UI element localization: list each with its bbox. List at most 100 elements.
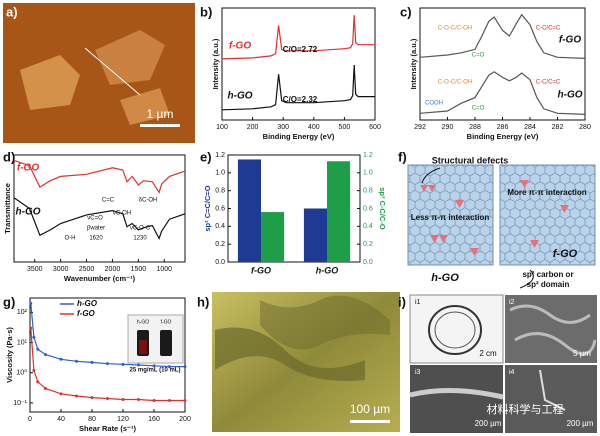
series-label: h-GO xyxy=(228,91,253,102)
marker xyxy=(44,353,47,357)
x-tick-label: 284 xyxy=(524,124,536,131)
y2-axis-label: sp³ C-C/C-O xyxy=(378,187,387,230)
schematic-text: Less π-π interaction xyxy=(411,213,490,222)
panel-label: a) xyxy=(6,4,18,19)
panel-label: h) xyxy=(197,294,209,309)
annotation: O-H xyxy=(65,236,76,242)
marker xyxy=(183,365,187,369)
panel-label: e) xyxy=(200,149,212,164)
marker xyxy=(137,397,140,401)
x-tick-label: 1000 xyxy=(156,266,172,273)
series-line xyxy=(13,197,186,241)
x-tick-label: 500 xyxy=(339,124,351,131)
panel-label: i) xyxy=(398,294,406,309)
legend-label: h-GO xyxy=(77,299,98,308)
x-tick-label: 2000 xyxy=(105,266,121,273)
legend-label: f-GO xyxy=(77,309,96,318)
y-axis-label: Intensity (a.u.) xyxy=(211,38,220,89)
y-axis-label: sp² C=C/C=O xyxy=(203,185,212,231)
x-axis-label: Binding Energy (eV) xyxy=(467,132,539,141)
sem-images xyxy=(409,294,597,433)
series-line xyxy=(221,64,375,111)
marker xyxy=(152,399,156,403)
bar xyxy=(327,161,351,262)
scale-label: 100 µm xyxy=(350,402,390,416)
annotation: νC-O-C xyxy=(130,226,151,232)
schematic-text: sp² carbon or xyxy=(522,270,573,279)
sub-label: i2 xyxy=(509,299,515,306)
x-tick-label: 0 xyxy=(28,416,32,423)
marker xyxy=(36,347,40,351)
x-tick-label: 292 xyxy=(414,124,426,131)
schematic-text: f-GO xyxy=(553,248,578,260)
scale-label: 200 µm xyxy=(475,419,502,428)
series-line xyxy=(419,71,586,115)
marker xyxy=(121,397,125,401)
y2-tick-label: 1.2 xyxy=(363,152,373,159)
optical-image xyxy=(212,292,400,432)
schematic-text: sp² domain xyxy=(527,280,570,289)
series-label: f-GO xyxy=(229,41,251,52)
y-tick-label: 10⁰ xyxy=(16,369,27,377)
panel-label: c) xyxy=(400,4,412,19)
plot-frame xyxy=(29,297,186,413)
sub-label: i4 xyxy=(509,369,515,376)
schematic-text: More π-π interaction xyxy=(507,188,586,197)
x-tick-label: 600 xyxy=(369,124,381,131)
y-tick-label: 0.0 xyxy=(215,259,225,266)
y2-tick-label: 1.0 xyxy=(363,170,373,177)
x-tick-label: 286 xyxy=(497,124,509,131)
scale-label: 1 µm xyxy=(147,107,174,121)
annotation: νC-OH xyxy=(113,211,131,217)
y2-tick-label: 0.0 xyxy=(363,259,373,266)
series-line xyxy=(13,159,186,194)
marker xyxy=(29,326,33,330)
annotation: C-C/C=C xyxy=(536,80,561,86)
x-tick-label: 3000 xyxy=(53,266,69,273)
y-axis-label: Viscosity (Pa·s) xyxy=(5,327,14,383)
marker xyxy=(29,301,33,305)
inset-label: 25 mg/mL (10 mL) xyxy=(130,368,181,374)
schematic-text: Structural defects xyxy=(432,155,509,165)
annotation: 1620 xyxy=(89,236,103,242)
marker xyxy=(106,397,109,401)
x-tick-label: h-GO xyxy=(316,265,339,275)
annotation: C/O=2.72 xyxy=(283,45,318,54)
marker xyxy=(168,399,171,403)
scale-label: 5 µm xyxy=(573,349,591,358)
plot-frame xyxy=(221,7,376,121)
series-label: h-GO xyxy=(16,207,41,218)
annotation: C-C/C=C xyxy=(536,26,561,32)
x-tick-label: 290 xyxy=(442,124,454,131)
y-tick-label: 0.8 xyxy=(215,188,225,195)
marker xyxy=(32,368,36,372)
plot-frame xyxy=(13,154,186,263)
annotation: C=O xyxy=(472,53,485,59)
series-line xyxy=(419,13,586,59)
x-tick-label: 3500 xyxy=(27,266,43,273)
sub-label: i1 xyxy=(415,299,421,306)
sub-label: i3 xyxy=(415,369,421,376)
x-tick-label: 288 xyxy=(469,124,481,131)
x-tick-label: 40 xyxy=(57,416,65,423)
marker xyxy=(59,357,63,361)
x-tick-label: 400 xyxy=(308,124,320,131)
marker xyxy=(90,396,94,400)
marker xyxy=(121,362,125,366)
x-axis-label: Shear Rate (s⁻¹) xyxy=(79,424,136,433)
y-tick-label: 10⁻¹ xyxy=(13,400,27,407)
series-label: h-GO xyxy=(558,90,583,101)
y-axis-label: Intensity (a.u.) xyxy=(409,38,418,89)
annotation: δC-OH xyxy=(139,198,158,204)
x-tick-label: 280 xyxy=(579,124,591,131)
series-line xyxy=(221,15,375,60)
marker xyxy=(32,335,36,339)
x-axis-label: Wavenumber (cm⁻¹) xyxy=(64,274,136,283)
bar xyxy=(303,208,327,262)
marker xyxy=(36,380,40,384)
marker xyxy=(44,387,47,391)
panel-label: b) xyxy=(200,4,212,19)
y2-tick-label: 0.6 xyxy=(363,205,373,212)
schematic-text: h-GO xyxy=(431,272,459,284)
